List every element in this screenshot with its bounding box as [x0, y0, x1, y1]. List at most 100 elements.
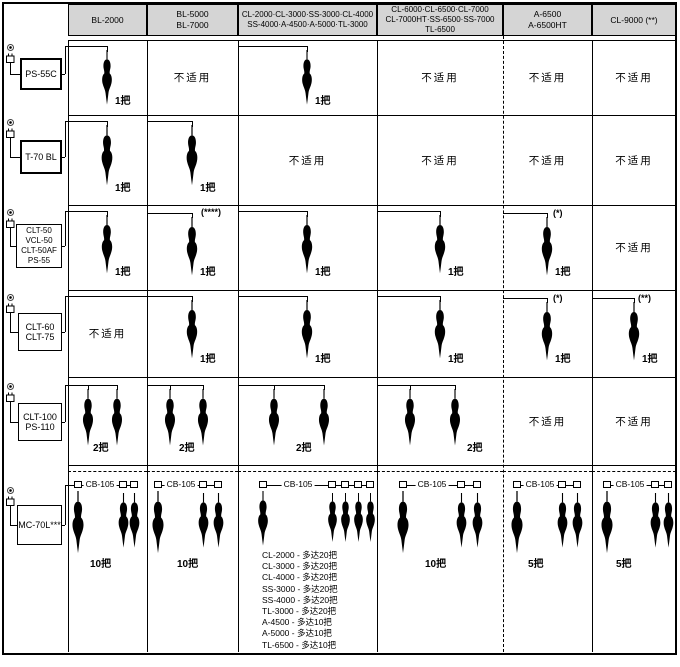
- wire: [192, 213, 193, 218]
- wire: [238, 46, 308, 47]
- wire: [68, 385, 118, 386]
- tool-silhouette-icon: [449, 389, 461, 447]
- wire: [62, 74, 65, 75]
- tool-silhouette-icon: [434, 215, 446, 274]
- plug-icon: [6, 128, 15, 138]
- tool-silhouette-icon: [197, 389, 209, 447]
- wire: [324, 385, 325, 390]
- capacity-list: CL-2000 - 多达20把 CL-3000 - 多达20把 CL-4000 …: [262, 550, 338, 651]
- row-label-text: PS-55C: [25, 68, 57, 79]
- cell-ps55c-cl6000: 不适用: [377, 40, 503, 115]
- na-text: 不适用: [528, 72, 567, 84]
- header-text: SS-4000·A-4500·A-5000·TL-3000: [247, 20, 368, 29]
- connector-icon: [199, 481, 207, 488]
- plug-icon: [6, 53, 15, 63]
- header-cell-bl2000: BL-2000: [68, 4, 147, 36]
- tool-count: 10把: [177, 559, 199, 570]
- capacity-list-item: A-5000 - 多达10把: [262, 628, 332, 639]
- grid-line: [68, 40, 676, 41]
- cb105-label: CB-105: [613, 479, 647, 489]
- cell-t70bl-a6500: 不适用: [503, 115, 592, 205]
- power-source-icon: [7, 44, 14, 51]
- cb105-label: CB-105: [164, 479, 198, 489]
- footnote-marker: (*): [553, 293, 563, 303]
- chain-continuation-dashed: [377, 471, 503, 472]
- connector-icon: [664, 481, 672, 488]
- tool-silhouette-icon: [164, 389, 176, 447]
- cell-clt50-bl5000: (****) 1把: [147, 205, 238, 290]
- wire: [88, 385, 89, 390]
- tool-silhouette-icon: [396, 491, 410, 554]
- connector-icon: [74, 481, 82, 488]
- na-text: 不适用: [421, 154, 459, 167]
- wire: [65, 46, 66, 74]
- wire: [307, 296, 308, 302]
- cell-ps55c-cl2000: 1把: [238, 40, 377, 115]
- cell-t70bl-cl9000: 不适用: [592, 115, 676, 205]
- wire: [65, 385, 68, 386]
- row-label-clt50-group: CLT-50 VCL-50 CLT-50AF PS-55: [16, 224, 62, 268]
- na-text: 不适用: [173, 72, 212, 84]
- tool-count: 1把: [115, 96, 131, 107]
- connector-icon: [130, 481, 138, 488]
- power-source-icon: [7, 487, 14, 494]
- chain-bus-wire: [263, 485, 370, 486]
- wire: [10, 332, 18, 333]
- grid-line: [68, 205, 676, 206]
- tool-count: 10把: [425, 559, 447, 570]
- tool-silhouette-icon: [186, 300, 198, 359]
- wire: [10, 422, 18, 423]
- wire: [147, 296, 193, 297]
- grid-line: [68, 115, 676, 116]
- wire: [147, 121, 193, 122]
- na-text: 不适用: [288, 154, 327, 167]
- wire: [117, 385, 118, 390]
- grid-line-dashed: [503, 36, 504, 652]
- na-text: 不适用: [421, 72, 459, 84]
- header-cell-a6500: A-6500 A-6500HT: [503, 4, 592, 36]
- cell-clt50-cl9000: 不适用: [592, 205, 676, 290]
- header-cell-cl2000-group: CL-2000·CL-3000·SS-3000·CL-4000 SS-4000·…: [238, 4, 377, 36]
- wire: [10, 228, 11, 246]
- cell-mc70l-cl2000: CB-105 CL-2000 - 多达20把 CL-3000 - 多达20把 C…: [238, 465, 377, 652]
- tool-silhouette-icon: [151, 491, 165, 554]
- power-source-icon: [7, 209, 14, 216]
- wire: [147, 385, 204, 386]
- wire: [65, 121, 66, 157]
- wire: [62, 157, 65, 158]
- cell-clt100-cl9000: 不适用: [592, 377, 676, 465]
- tool-silhouette-icon: [510, 491, 524, 554]
- wire: [503, 298, 548, 299]
- cell-clt50-cl6000: 1把: [377, 205, 503, 290]
- row-label-text: CLT-75: [25, 332, 55, 342]
- row-label-text: CLT-100: [23, 411, 57, 422]
- tool-silhouette-icon: [101, 125, 113, 186]
- wire: [634, 298, 635, 303]
- connector-icon: [354, 481, 362, 488]
- wire: [10, 313, 11, 332]
- header-cell-cl6000-group: CL-6000·CL-6500·CL-7000 CL-7000HT·SS-650…: [377, 4, 503, 36]
- grid-line: [68, 290, 676, 291]
- wire: [68, 46, 108, 47]
- capacity-list-item: A-4500 - 多达10把: [262, 617, 332, 628]
- wire: [65, 485, 66, 525]
- grid-line: [68, 40, 69, 652]
- tool-silhouette-icon: [404, 389, 416, 447]
- wire: [65, 121, 68, 122]
- row-label-text: T-70 BL: [25, 151, 57, 162]
- wire: [10, 138, 11, 157]
- wire: [10, 246, 16, 247]
- row-label-text: PS-55: [27, 256, 51, 265]
- grid-line: [68, 377, 676, 378]
- power-source-icon: [7, 383, 14, 390]
- wire: [192, 121, 193, 127]
- tool-count: 1把: [115, 183, 131, 194]
- wire: [238, 296, 308, 297]
- tool-silhouette-icon: [663, 493, 674, 549]
- wire: [10, 63, 11, 74]
- wire: [238, 211, 308, 212]
- cell-t70bl-bl2000: 1把: [68, 115, 147, 205]
- header-text: BL-5000: [176, 9, 209, 20]
- wire: [65, 296, 66, 332]
- connector-icon: [328, 481, 336, 488]
